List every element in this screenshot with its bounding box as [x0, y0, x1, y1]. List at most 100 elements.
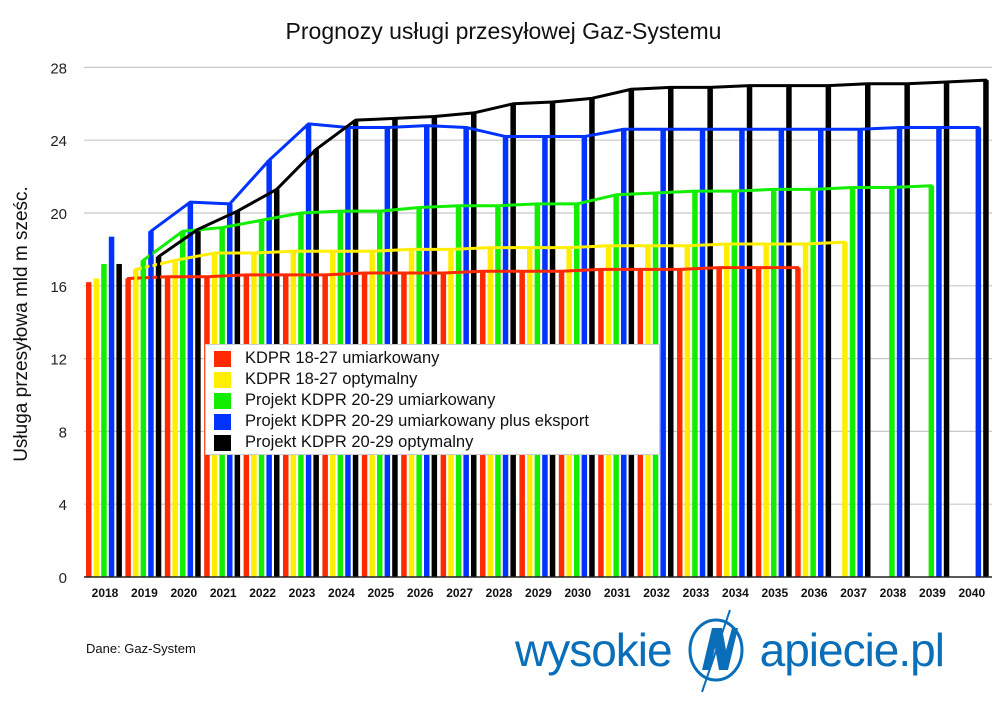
legend-item: KDPR 18-27 umiarkowany — [214, 348, 659, 369]
bar — [510, 103, 516, 578]
bar — [771, 189, 777, 577]
y-tick-label: 16 — [50, 279, 67, 296]
bar — [164, 276, 171, 577]
bar — [810, 189, 816, 577]
data-source: Dane: Gaz-System — [86, 641, 196, 656]
series-lines — [126, 78, 988, 577]
legend-item: Projekt KDPR 20-29 optymalny — [214, 432, 659, 453]
bar — [549, 101, 556, 577]
bar — [101, 263, 107, 577]
x-tick-label: 2034 — [722, 586, 749, 600]
bar — [684, 245, 691, 577]
logo-text-left: wysokie — [515, 624, 673, 676]
legend-swatch — [214, 392, 231, 409]
bar — [731, 191, 738, 577]
bar — [668, 87, 674, 578]
series-line — [157, 78, 988, 577]
bar — [936, 127, 942, 578]
x-tick-label: 2039 — [919, 586, 946, 600]
bar — [187, 202, 194, 577]
chart-title: Prognozy usługi przesyłowej Gaz-Systemu — [285, 18, 722, 44]
bar — [865, 83, 871, 577]
x-tick-label: 2029 — [525, 586, 552, 600]
x-axis-ticks: 2018 2019 2020 2021 2022 2023 2024 2025 2026 2027… — [92, 586, 986, 600]
legend-item: Projekt KDPR 20-29 umiarkowany — [214, 390, 659, 411]
series-line — [141, 184, 933, 577]
x-tick-label: 2025 — [367, 586, 394, 600]
x-tick-label: 2018 — [92, 586, 119, 600]
bar — [763, 243, 769, 577]
y-tick-label: 20 — [50, 206, 67, 223]
x-tick-label: 2037 — [840, 586, 867, 600]
x-tick-label: 2038 — [880, 586, 907, 600]
bar — [692, 191, 698, 577]
bar — [180, 231, 186, 577]
lightning-n-icon — [672, 606, 760, 694]
bar — [195, 229, 201, 577]
bar — [857, 129, 863, 577]
x-tick-label: 2021 — [210, 586, 237, 600]
x-tick-label: 2026 — [407, 586, 434, 600]
bar — [778, 129, 785, 577]
logo: wysokie apiecie.pl — [515, 605, 945, 695]
bar — [943, 81, 950, 578]
bar — [755, 267, 762, 577]
y-tick-label: 28 — [50, 60, 67, 77]
bar — [904, 83, 910, 577]
bar — [716, 267, 722, 577]
bar — [699, 129, 706, 577]
legend-swatch — [214, 350, 231, 367]
legend-label: Projekt KDPR 20-29 umiarkowany — [245, 391, 496, 409]
legend-item: Projekt KDPR 20-29 umiarkowany plus eksp… — [214, 411, 659, 432]
y-tick-label: 8 — [59, 424, 67, 441]
y-axis-ticks: 0 4 8 12 16 20 24 28 — [50, 60, 67, 587]
bar — [108, 236, 115, 577]
series-line — [134, 240, 847, 577]
bar — [825, 85, 832, 577]
legend-swatch — [214, 371, 231, 388]
bar — [849, 187, 856, 577]
legend-swatch — [214, 413, 231, 430]
x-tick-label: 2019 — [131, 586, 158, 600]
bar — [589, 98, 595, 577]
bar — [86, 282, 92, 577]
x-tick-label: 2040 — [958, 586, 985, 600]
bar — [660, 129, 666, 577]
bar — [724, 243, 730, 577]
x-tick-label: 2032 — [643, 586, 670, 600]
bar — [786, 85, 792, 577]
x-tick-label: 2036 — [801, 586, 828, 600]
y-tick-label: 24 — [50, 133, 67, 150]
x-tick-label: 2030 — [564, 586, 591, 600]
bar — [802, 243, 809, 577]
bars — [86, 80, 989, 578]
series-line — [126, 266, 800, 577]
bar — [739, 129, 745, 577]
bar — [818, 129, 824, 577]
y-tick-label: 0 — [59, 570, 67, 587]
legend-label: KDPR 18-27 umiarkowany — [245, 349, 440, 367]
x-tick-label: 2027 — [446, 586, 473, 600]
x-tick-label: 2024 — [328, 586, 355, 600]
legend-label: Projekt KDPR 20-29 optymalny — [245, 433, 474, 451]
series-line — [149, 122, 980, 577]
legend: KDPR 18-27 umiarkowany KDPR 18-27 optymal… — [205, 344, 660, 455]
legend-item: KDPR 18-27 optymalny — [214, 369, 659, 390]
bar — [628, 89, 635, 578]
bar — [116, 263, 122, 577]
bar — [677, 269, 683, 577]
x-tick-label: 2023 — [289, 586, 316, 600]
bar — [896, 127, 903, 578]
legend-label: KDPR 18-27 optymalny — [245, 370, 418, 388]
bar — [93, 278, 100, 577]
legend-label: Projekt KDPR 20-29 umiarkowany plus eksp… — [245, 412, 589, 430]
legend-swatch — [214, 434, 231, 451]
bar — [707, 87, 713, 578]
x-tick-label: 2033 — [683, 586, 710, 600]
x-tick-label: 2028 — [486, 586, 513, 600]
x-tick-label: 2022 — [249, 586, 276, 600]
x-tick-label: 2035 — [761, 586, 788, 600]
y-tick-label: 12 — [50, 352, 67, 369]
x-tick-label: 2020 — [170, 586, 197, 600]
